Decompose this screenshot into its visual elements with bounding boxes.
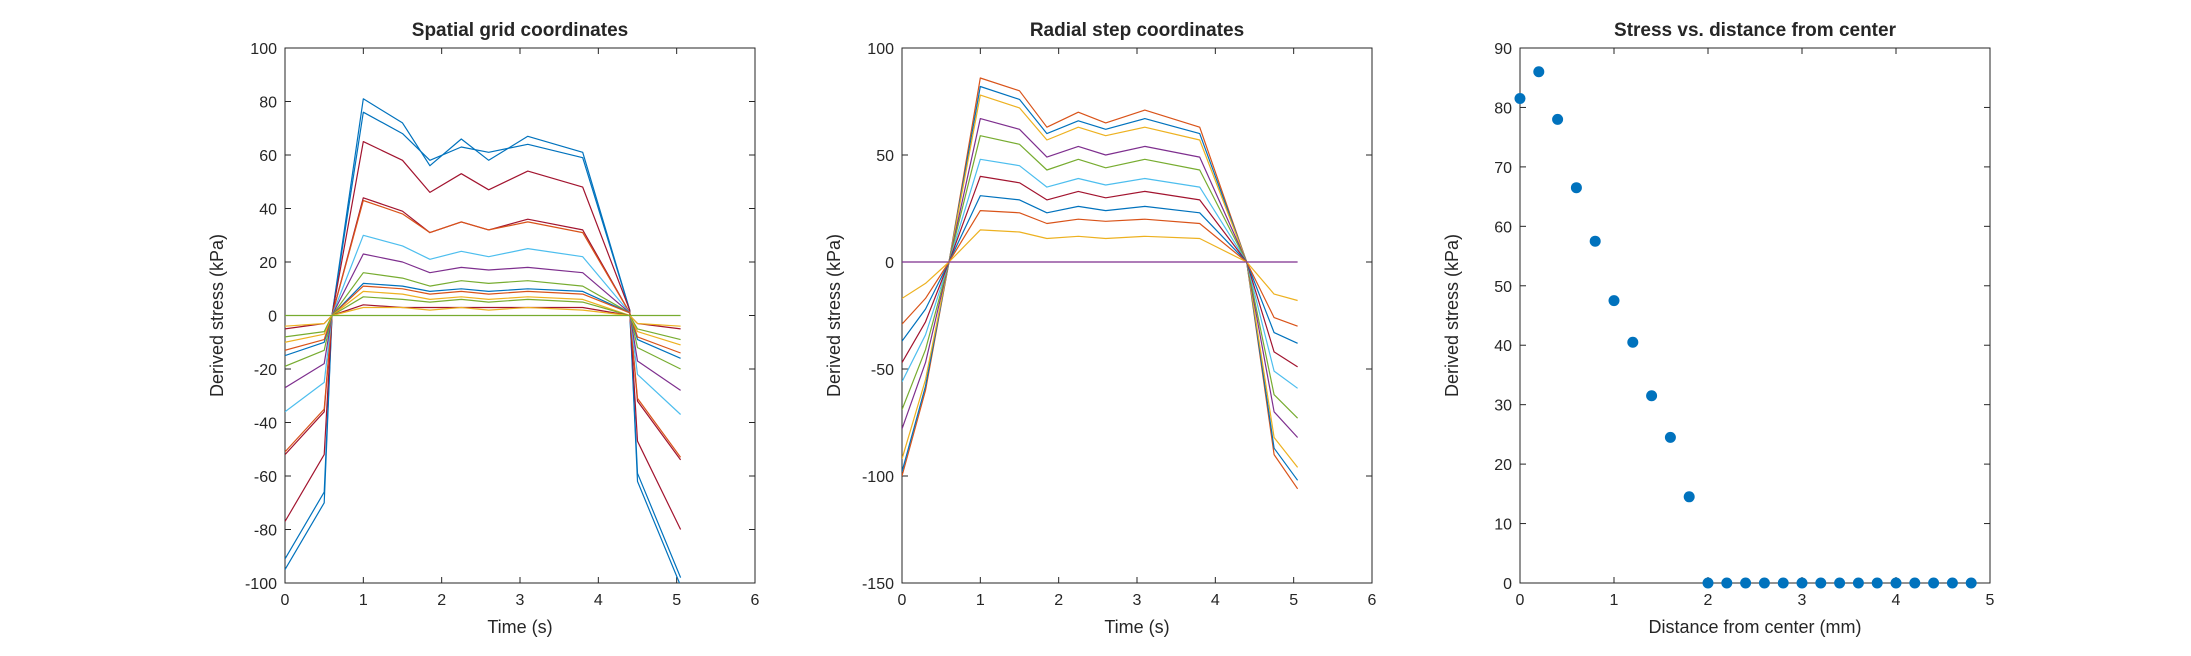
x-tick-label: 0 bbox=[1516, 592, 1525, 609]
data-point bbox=[1928, 577, 1940, 589]
x-tick-label: 3 bbox=[1133, 592, 1142, 609]
y-tick-label: -150 bbox=[862, 576, 894, 593]
y-tick-label: 0 bbox=[1503, 576, 1512, 593]
chart-panel-2: 0 1 2 3 4 5 6 -150 -100 -50 0 50 100 Radial step coor… bbox=[824, 20, 1377, 637]
y-axis-label: Derived stress (kPa) bbox=[824, 234, 844, 397]
y-axis-label: Derived stress (kPa) bbox=[1442, 234, 1462, 397]
data-point bbox=[1721, 577, 1733, 589]
x-tick-label: 6 bbox=[751, 592, 760, 609]
data-point bbox=[1946, 577, 1958, 589]
x-axis-label: Time (s) bbox=[1104, 617, 1169, 637]
x-tick-label: 2 bbox=[437, 592, 446, 609]
x-tick-label: 0 bbox=[898, 592, 907, 609]
y-tick-label: 40 bbox=[259, 202, 277, 219]
data-point bbox=[1664, 431, 1676, 443]
y-tick-label: 40 bbox=[1494, 338, 1512, 355]
data-point bbox=[1608, 295, 1620, 307]
data-point bbox=[1589, 235, 1601, 247]
data-point bbox=[1627, 336, 1639, 348]
y-tick-label: -100 bbox=[245, 576, 277, 593]
x-tick-label: 2 bbox=[1054, 592, 1063, 609]
data-point bbox=[1514, 93, 1526, 105]
x-tick-label: 6 bbox=[1368, 592, 1377, 609]
x-tick-label: 2 bbox=[1704, 592, 1713, 609]
data-layer bbox=[902, 77, 1299, 490]
chart-title: Radial step coordinates bbox=[1030, 20, 1244, 41]
x-tick-label: 3 bbox=[1798, 592, 1807, 609]
data-point bbox=[1834, 577, 1846, 589]
y-tick-label: 60 bbox=[259, 148, 277, 165]
y-tick-label: 50 bbox=[876, 148, 894, 165]
data-point bbox=[1646, 390, 1658, 402]
x-tick-label: 0 bbox=[281, 592, 290, 609]
y-tick-label: 50 bbox=[1494, 279, 1512, 296]
chart-title: Spatial grid coordinates bbox=[412, 20, 628, 41]
data-point bbox=[1965, 577, 1977, 589]
y-tick-label: 10 bbox=[1494, 517, 1512, 534]
x-tick-label: 5 bbox=[1289, 592, 1298, 609]
y-tick-label: -100 bbox=[862, 469, 894, 486]
x-tick-label: 5 bbox=[1986, 592, 1995, 609]
data-point bbox=[1852, 577, 1864, 589]
y-tick-label: 70 bbox=[1494, 160, 1512, 177]
x-tick-label: 4 bbox=[1211, 592, 1220, 609]
data-point bbox=[1552, 113, 1564, 125]
data-point bbox=[1871, 577, 1883, 589]
y-tick-label: 80 bbox=[1494, 100, 1512, 117]
y-tick-label: 100 bbox=[250, 41, 277, 58]
chart-title: Stress vs. distance from center bbox=[1614, 20, 1897, 41]
y-tick-label: -20 bbox=[254, 362, 277, 379]
data-point bbox=[1815, 577, 1827, 589]
data-point bbox=[1777, 577, 1789, 589]
data-point bbox=[1570, 182, 1582, 194]
plot-area bbox=[1519, 47, 1991, 584]
x-tick-label: 1 bbox=[976, 592, 985, 609]
y-tick-label: -50 bbox=[871, 362, 894, 379]
y-tick-label: 0 bbox=[268, 309, 277, 326]
y-tick-label: 80 bbox=[259, 95, 277, 112]
x-axis-label: Time (s) bbox=[487, 617, 552, 637]
data-point bbox=[1758, 577, 1770, 589]
y-axis-label: Derived stress (kPa) bbox=[207, 234, 227, 397]
y-tick-label: -80 bbox=[254, 523, 277, 540]
y-tick-label: 100 bbox=[867, 41, 894, 58]
data-point bbox=[1740, 577, 1752, 589]
x-axis-label: Distance from center (mm) bbox=[1648, 617, 1861, 637]
data-layer bbox=[285, 98, 682, 583]
data-point bbox=[1890, 577, 1902, 589]
y-tick-label: 20 bbox=[259, 255, 277, 272]
y-tick-label: 0 bbox=[885, 255, 894, 272]
x-tick-label: 1 bbox=[359, 592, 368, 609]
y-tick-label: 90 bbox=[1494, 41, 1512, 58]
x-tick-label: 3 bbox=[516, 592, 525, 609]
data-point bbox=[1909, 577, 1921, 589]
y-tick-label: 30 bbox=[1494, 398, 1512, 415]
data-point bbox=[1796, 577, 1808, 589]
x-tick-label: 5 bbox=[672, 592, 681, 609]
x-tick-label: 1 bbox=[1610, 592, 1619, 609]
y-tick-label: 20 bbox=[1494, 457, 1512, 474]
data-point bbox=[1702, 577, 1714, 589]
y-tick-label: -40 bbox=[254, 416, 277, 433]
data-point bbox=[1683, 491, 1695, 503]
y-tick-label: -60 bbox=[254, 469, 277, 486]
y-tick-label: 60 bbox=[1494, 219, 1512, 236]
data-point bbox=[1533, 66, 1545, 78]
x-tick-label: 4 bbox=[1892, 592, 1901, 609]
x-tick-label: 4 bbox=[594, 592, 603, 609]
chart-panel-1: 0 1 2 3 4 5 6 -100 -80 -60 -40 -20 0 20 40 60 80 100 Spati… bbox=[207, 20, 760, 637]
